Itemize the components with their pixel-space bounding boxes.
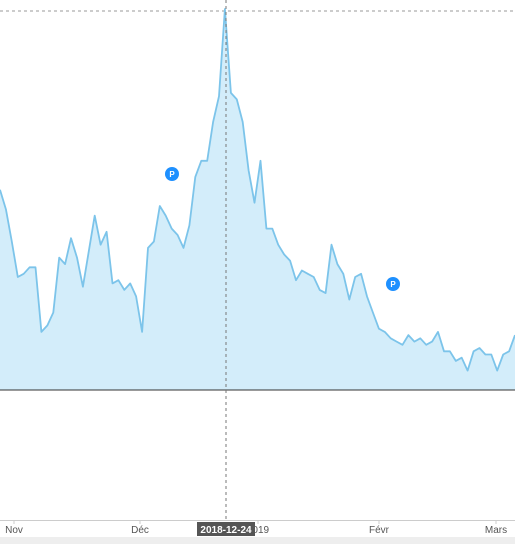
event-marker-2[interactable]: P bbox=[386, 277, 400, 291]
marker-icon[interactable] bbox=[165, 167, 179, 181]
x-tick-label-nov: Nov bbox=[5, 525, 23, 536]
x-tick-label-fevr: Févr bbox=[369, 525, 390, 536]
marker-icon[interactable] bbox=[386, 277, 400, 291]
x-tick-label-2019: 2019 bbox=[247, 525, 270, 536]
crosshair-label-text: 2018-12-24 bbox=[200, 525, 252, 536]
marker-label: P bbox=[169, 170, 175, 179]
x-tick-label-dec: Déc bbox=[131, 525, 149, 536]
series-line bbox=[0, 8, 515, 372]
marker-label: P bbox=[390, 280, 396, 289]
x-axis-ticks: Nov Déc 2019 Févr Mars bbox=[5, 520, 507, 536]
event-marker-1[interactable]: P bbox=[165, 167, 179, 181]
horizontal-scrollbar[interactable] bbox=[0, 537, 515, 544]
x-tick-label-mars: Mars bbox=[485, 525, 507, 536]
crosshair-label-box bbox=[197, 522, 255, 536]
crosshair-date-label: 2018-12-24 bbox=[197, 522, 255, 536]
series-area-fill bbox=[0, 9, 515, 390]
